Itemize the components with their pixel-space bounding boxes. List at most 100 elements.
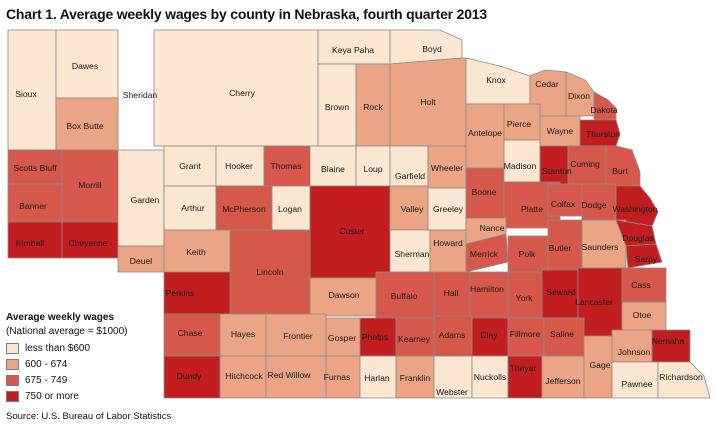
county-label: Buffalo [391, 291, 418, 301]
county-label: Dakota [590, 105, 617, 115]
county-keya-paha [317, 29, 391, 65]
county-label: Deuel [130, 256, 153, 266]
county-seward [541, 269, 579, 319]
county-butler [547, 219, 583, 271]
legend-swatch [6, 390, 19, 402]
county-webster [433, 355, 473, 399]
county-label: Custer [339, 226, 364, 236]
county-kearney [395, 317, 435, 357]
county-pawnee [611, 361, 659, 399]
county-thurston [579, 119, 621, 147]
county-gage [583, 335, 613, 399]
county-label: Stanton [542, 166, 572, 176]
county-label: Antelope [468, 128, 502, 138]
county-label: Blaine [321, 164, 345, 174]
county-wheeler [427, 145, 467, 189]
county-hamilton [469, 271, 509, 319]
county-label: Holt [420, 97, 436, 107]
county-furnas [325, 355, 361, 399]
county-hayes [219, 313, 267, 357]
county-adams [433, 315, 473, 357]
county-label: Knox [486, 75, 506, 85]
county-label: Perkins [166, 288, 195, 298]
county-hooker [215, 145, 265, 187]
county-mcpherson [215, 185, 273, 231]
county-label: Hitchcock [225, 371, 263, 381]
county-label: Cass [631, 280, 651, 290]
county-label: Thurston [586, 129, 620, 139]
legend-item: 675 - 749 [6, 372, 176, 388]
county-dundy [163, 355, 221, 399]
county-label: Colfax [551, 199, 576, 209]
county-label: Nemaha [652, 336, 685, 346]
county-label: Red Willow [268, 370, 312, 380]
county-boyd [389, 29, 463, 65]
county-scotts-bluff [7, 149, 63, 185]
county-label: Pawnee [621, 379, 652, 389]
county-grant [163, 145, 217, 187]
county-madison [503, 139, 541, 183]
county-label: Lancaster [575, 297, 613, 307]
county-label: Grant [179, 161, 201, 171]
county-phelps [359, 317, 397, 357]
county-label: Otoe [633, 310, 652, 320]
county-label: Cheyenne [68, 238, 107, 248]
county-label: Hooker [225, 161, 253, 171]
county-label: Scotts Bluff [13, 163, 57, 173]
county-label: Seward [546, 287, 575, 297]
county-york [507, 271, 543, 319]
county-label: Logan [278, 204, 302, 214]
source-note: Source: U.S. Bureau of Labor Statistics [6, 411, 172, 422]
county-label: Hamilton [470, 284, 504, 294]
county-lancaster [577, 267, 623, 337]
county-label: Boyd [422, 44, 442, 54]
county-label: Thayer [510, 363, 537, 373]
legend-subtitle: (National average = $1000) [6, 326, 128, 337]
county-garfield [389, 145, 429, 187]
county-label: Thomas [270, 161, 301, 171]
county-label: Cherry [229, 88, 255, 98]
county-label: Frontier [283, 331, 313, 341]
county-dakota [593, 91, 617, 121]
county-label: Nance [480, 223, 505, 233]
county-label: Sioux [15, 89, 37, 99]
county-label: Rock [363, 102, 383, 112]
county-label: Wheeler [431, 163, 463, 173]
county-label: Gage [589, 360, 610, 370]
county-banner [7, 183, 63, 223]
county-label: Richardson [659, 372, 703, 382]
county-label: Kearney [398, 334, 431, 344]
legend-label: less than $600 [25, 342, 91, 354]
county-label: Cedar [535, 79, 559, 89]
county-label: Arthur [181, 203, 205, 213]
county-label: Saunders [582, 242, 619, 252]
county-label: Webster [436, 387, 468, 397]
county-label: Douglas [622, 233, 654, 243]
county-keith [163, 229, 231, 273]
county-perkins [163, 271, 231, 315]
county-label: McPherson [222, 204, 266, 214]
county-label: Dawson [328, 290, 359, 300]
county-label: Gosper [328, 333, 356, 343]
county-dodge [581, 183, 617, 221]
county-label: Garfield [395, 171, 425, 181]
county-gosper [325, 317, 361, 357]
county-label: Kimball [16, 238, 44, 248]
county-cherry [153, 29, 319, 147]
county-label: Dawes [72, 61, 98, 71]
county-greeley [427, 187, 467, 231]
county-cass [621, 267, 667, 303]
county-label: Phelps [362, 332, 388, 342]
county-johnson [611, 329, 653, 363]
county-label: Valley [401, 204, 424, 214]
county-label: Franklin [400, 373, 431, 383]
county-fillmore [507, 317, 545, 357]
county-sarpy [625, 243, 663, 269]
county-buffalo [375, 271, 435, 319]
county-label: Dodge [581, 200, 607, 210]
county-label: Adams [439, 330, 466, 340]
county-label: Madison [504, 161, 537, 171]
county-red-willow [265, 355, 327, 399]
county-label: Butler [549, 243, 572, 253]
county-label: Jefferson [545, 376, 580, 386]
